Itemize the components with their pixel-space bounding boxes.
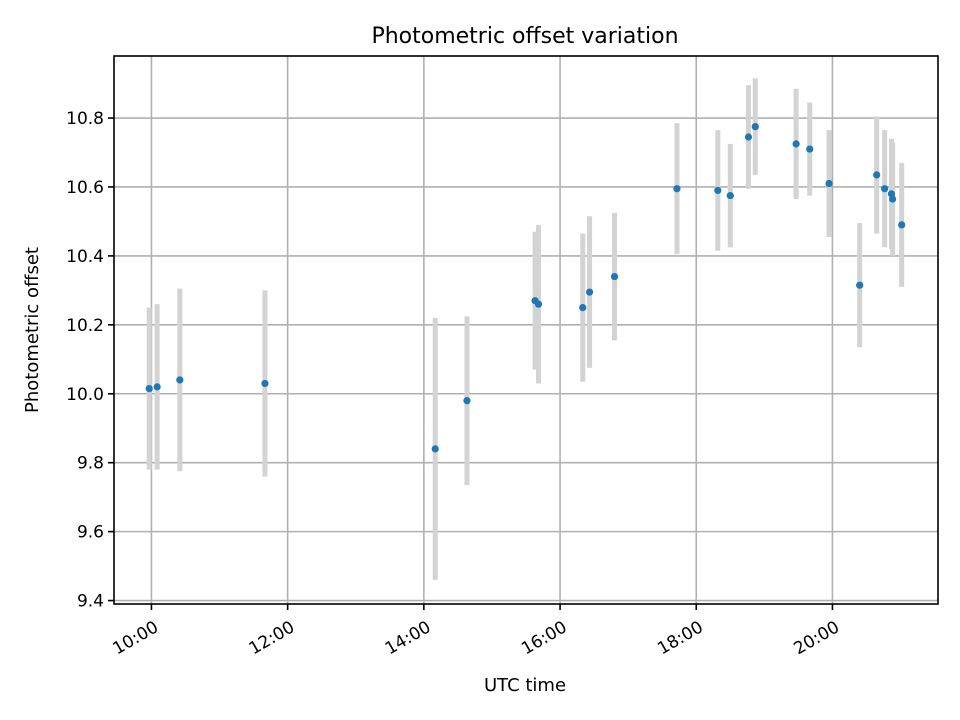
data-point xyxy=(261,379,269,388)
y-tick-label: 10.0 xyxy=(66,385,104,405)
data-point xyxy=(145,384,153,393)
data-point xyxy=(534,300,543,308)
y-tick-label: 9.4 xyxy=(77,592,104,612)
error-bars xyxy=(146,78,905,580)
chart-title: Photometric offset variation xyxy=(371,24,678,49)
data-point xyxy=(744,133,753,141)
data-point xyxy=(579,303,587,312)
data-point xyxy=(463,397,471,405)
data-points xyxy=(145,123,906,453)
data-point xyxy=(806,145,814,153)
y-tick-label: 10.4 xyxy=(66,247,104,267)
x-tick-label: 20:00 xyxy=(791,617,843,659)
y-tick-label: 9.6 xyxy=(77,523,104,543)
data-point xyxy=(751,123,759,131)
y-tick-label: 10.6 xyxy=(66,178,104,198)
plot-frame xyxy=(113,55,939,605)
data-point xyxy=(610,272,619,281)
data-point xyxy=(726,191,734,200)
x-tick-label: 10:00 xyxy=(110,617,162,659)
data-point xyxy=(898,221,906,229)
data-point xyxy=(792,140,800,148)
data-point xyxy=(889,195,897,203)
data-point xyxy=(873,171,881,179)
data-point xyxy=(673,185,681,193)
data-point xyxy=(176,376,184,384)
x-tick-label: 12:00 xyxy=(246,617,298,659)
x-axis-label: UTC time xyxy=(484,675,566,696)
x-axis-ticks: 10:00 12:00 14:00 16:00 18:00 20:00 xyxy=(110,604,843,659)
data-point xyxy=(881,185,889,193)
y-axis-ticks: 9.4 9.6 9.8 10.0 10.2 10.4 10.6 10.8 xyxy=(66,109,114,612)
data-point xyxy=(431,445,439,453)
data-point xyxy=(825,179,833,188)
data-point xyxy=(856,281,864,289)
data-point xyxy=(153,383,161,391)
grid-lines xyxy=(114,56,938,604)
y-axis-label: Photometric offset xyxy=(22,247,43,413)
x-tick-label: 14:00 xyxy=(382,617,434,659)
data-point xyxy=(714,186,722,195)
y-tick-label: 9.8 xyxy=(77,454,104,474)
x-tick-label: 16:00 xyxy=(518,617,570,659)
data-point xyxy=(585,288,594,296)
y-tick-label: 10.8 xyxy=(66,109,104,129)
x-tick-label: 18:00 xyxy=(654,617,706,659)
y-tick-label: 10.2 xyxy=(66,316,104,336)
